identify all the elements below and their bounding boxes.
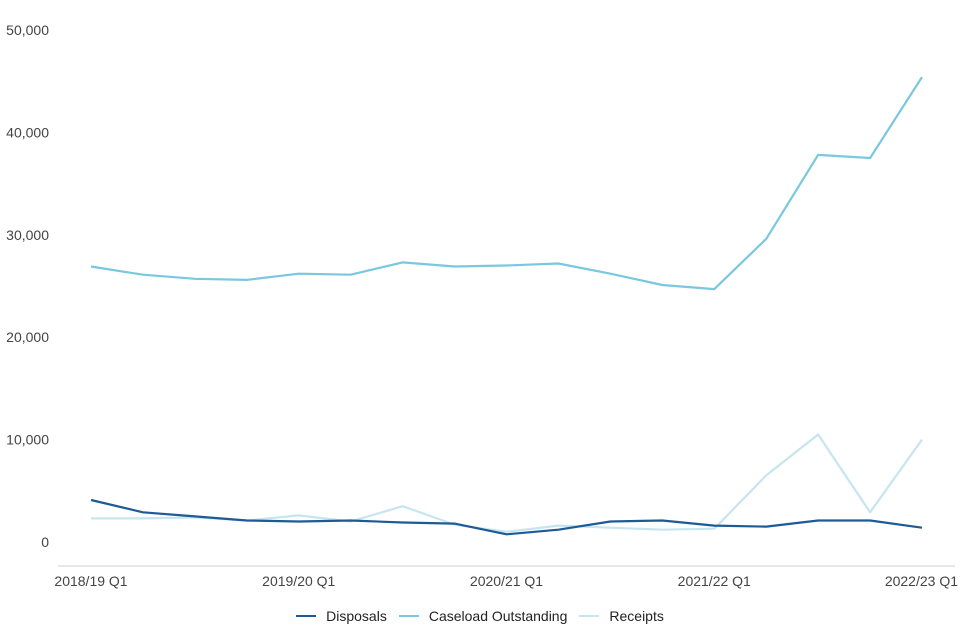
series-layer (90, 76, 923, 536)
legend-item-disposals: Disposals (296, 608, 387, 624)
y-tick-label: 30,000 (6, 227, 49, 243)
legend-item-caseload-outstanding: Caseload Outstanding (398, 608, 568, 624)
y-tick-label: 20,000 (6, 329, 49, 345)
x-tick-label: 2020/21 Q1 (470, 573, 543, 589)
x-tick-label: 2022/23 Q1 (885, 573, 958, 589)
x-tick-label: 2018/19 Q1 (54, 573, 127, 589)
line-chart: 0 10,000 20,000 30,000 40,000 50,000 2018/19 … (6, 22, 958, 589)
x-tick-label: 2019/20 Q1 (262, 573, 335, 589)
legend-item-receipts: Receipts (579, 608, 664, 624)
legend: Disposals Caseload Outstanding Receipts (0, 608, 960, 624)
series-line-disposals (90, 498, 923, 536)
y-tick-label: 40,000 (6, 124, 49, 140)
y-tick-label: 50,000 (6, 22, 49, 38)
legend-label: Disposals (326, 608, 387, 624)
legend-swatch-receipts (579, 615, 600, 617)
legend-label: Receipts (609, 608, 664, 624)
legend-swatch-caseload (398, 615, 419, 617)
series-line-caseload-outstanding (90, 76, 923, 291)
legend-label: Caseload Outstanding (428, 608, 568, 624)
x-tick-label: 2021/22 Q1 (678, 573, 751, 589)
y-tick-label: 10,000 (6, 432, 49, 448)
y-tick-label: 0 (41, 534, 49, 550)
x-axis: 2018/19 Q1 2019/20 Q1 2020/21 Q1 2021/22 Q1… (54, 573, 958, 589)
legend-swatch-disposals (296, 615, 317, 617)
y-axis: 0 10,000 20,000 30,000 40,000 50,000 (6, 22, 49, 550)
